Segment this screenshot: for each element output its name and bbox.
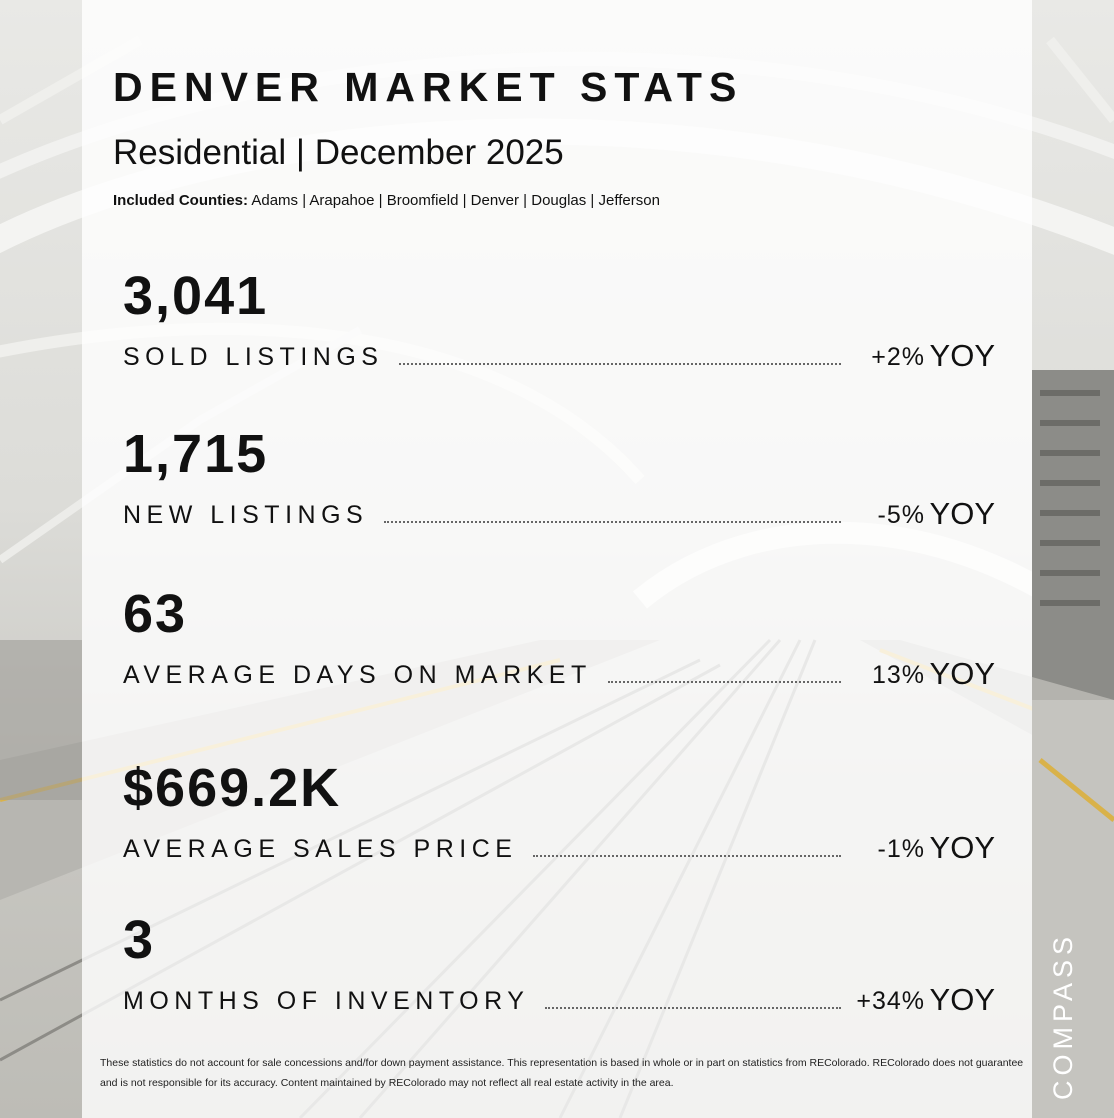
stat-value: 1,715 [123,424,269,484]
yoy-label: YOY [929,496,995,531]
stat-change: -1% [877,835,925,863]
stat-row: MONTHS OF INVENTORY +34% YOY [123,976,995,1016]
page-subtitle: Residential | December 2025 [113,133,564,172]
stat-average-days-on-market: 63 AVERAGE DAYS ON MARKET 13% YOY [123,584,995,724]
stat-row: NEW LISTINGS -5% YOY [123,490,995,530]
stat-average-sales-price: $669.2K AVERAGE SALES PRICE -1% YOY [123,758,995,898]
stat-label: NEW LISTINGS [123,501,369,529]
stat-row: AVERAGE SALES PRICE -1% YOY [123,824,995,864]
stat-change: +34% [856,987,925,1015]
stat-new-listings: 1,715 NEW LISTINGS -5% YOY [123,424,995,564]
stat-value: $669.2K [123,758,342,818]
dot-leader [607,681,841,683]
dot-leader [399,363,841,365]
stat-months-of-inventory: 3 MONTHS OF INVENTORY +34% YOY [123,910,995,1050]
disclaimer-text: These statistics do not account for sale… [100,1057,1024,1089]
stat-label: AVERAGE SALES PRICE [123,835,518,863]
dot-leader [384,521,841,523]
stat-change: +2% [871,343,925,371]
dot-leader [533,855,841,857]
stat-value: 63 [123,584,188,644]
counties-label: Included Counties: [113,192,248,209]
content-panel [82,0,1032,1118]
yoy-label: YOY [929,338,995,373]
stat-label: AVERAGE DAYS ON MARKET [123,661,592,689]
stat-change: 13% [871,661,925,689]
stat-row: SOLD LISTINGS +2% YOY [123,332,995,372]
yoy-label: YOY [929,830,995,865]
stat-change: -5% [877,501,925,529]
counties-list: Adams | Arapahoe | Broomfield | Denver |… [251,192,660,209]
stat-label: SOLD LISTINGS [123,343,384,371]
included-counties: Included Counties: Adams | Arapahoe | Br… [113,192,660,209]
dot-leader [545,1007,841,1009]
page-title: DENVER MARKET STATS [113,64,744,110]
stat-sold-listings: 3,041 SOLD LISTINGS +2% YOY [123,266,995,406]
yoy-label: YOY [929,656,995,691]
yoy-label: YOY [929,982,995,1017]
stat-value: 3,041 [123,266,269,326]
compass-logo: COMPASS [1048,931,1078,1100]
stat-row: AVERAGE DAYS ON MARKET 13% YOY [123,650,995,690]
stat-value: 3 [123,910,156,970]
stat-label: MONTHS OF INVENTORY [123,987,530,1015]
